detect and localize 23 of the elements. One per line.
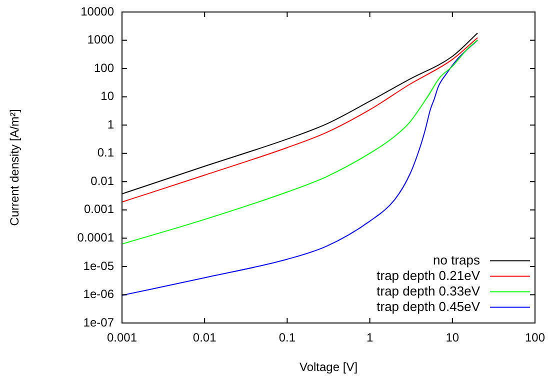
legend-label: no traps (433, 252, 480, 268)
x-tick-label: 1 (366, 330, 374, 345)
x-axis-title: Voltage [V] (299, 360, 358, 374)
y-tick-label: 0.01 (90, 174, 114, 188)
y-tick-label: 1e-06 (83, 287, 114, 302)
y-tick-label: 1e-05 (83, 258, 114, 273)
y-axis-title: Current density [A/m²] (8, 109, 22, 226)
y-tick-label: 1000 (87, 32, 114, 47)
x-tick-label: 0.1 (278, 330, 296, 345)
legend-label: trap depth 0.45eV (376, 298, 480, 314)
y-tick-label: 0.0001 (77, 230, 114, 244)
y-tick-label: 1e-07 (83, 315, 114, 330)
y-tick-label: 0.001 (84, 202, 114, 216)
legend-label: trap depth 0.21eV (376, 268, 480, 283)
x-tick-label: 10 (446, 330, 460, 345)
y-tick-label: 10 (100, 89, 114, 104)
x-tick-label: 100 (524, 330, 546, 345)
x-tick-label: 0.01 (192, 330, 217, 345)
legend-label: trap depth 0.33eV (376, 283, 480, 298)
y-tick-label: 1 (107, 117, 114, 132)
y-tick-label: 0.1 (97, 146, 114, 160)
y-tick-label: 100 (94, 60, 114, 75)
y-tick-label: 10000 (80, 4, 114, 18)
